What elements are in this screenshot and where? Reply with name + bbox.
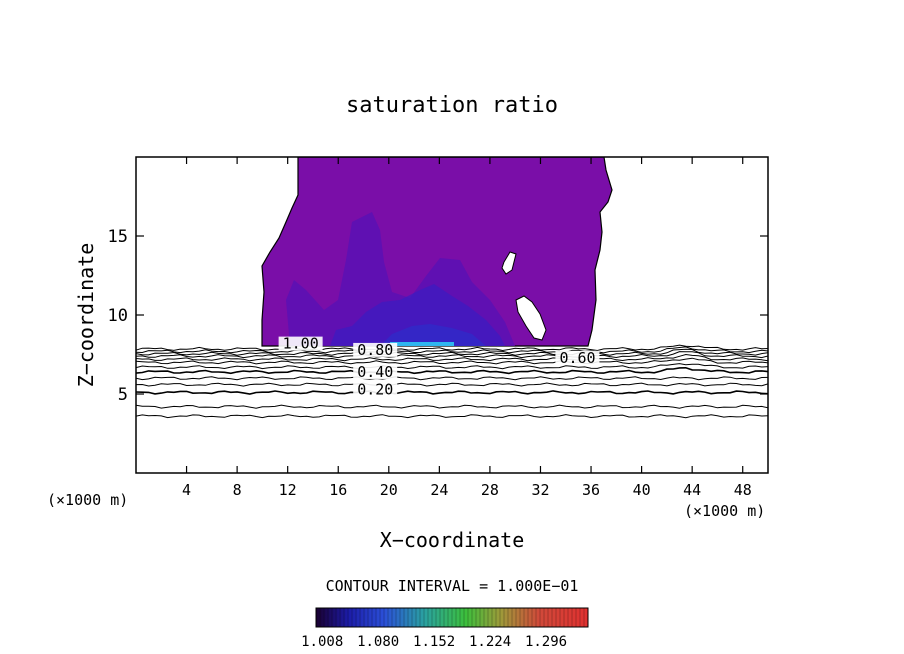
chart-title: saturation ratio <box>346 93 558 118</box>
x-tick-label: 16 <box>329 481 347 499</box>
contour-label-bg <box>353 342 398 357</box>
x-tick-label: 4 <box>182 481 191 499</box>
y-tick-label: 10 <box>108 306 128 326</box>
colorbar-label: 1.080 <box>357 634 399 650</box>
colorbar-label: 1.296 <box>525 634 567 650</box>
x-axis-label: X−coordinate <box>380 528 525 552</box>
contour-label-bg <box>353 365 398 380</box>
contour-label: 0.20 <box>357 380 393 398</box>
x-tick-label: 24 <box>430 481 448 499</box>
contour-line <box>136 363 768 370</box>
contour-line <box>136 376 768 381</box>
subsaturated-hole-upper <box>501 251 517 275</box>
x-axis-ticks: 4 8 12 16 20 24 28 32 36 40 44 48 <box>182 157 752 499</box>
contour-line <box>136 348 768 356</box>
contour-label: 0.60 <box>559 349 595 367</box>
colorbar-label: 1.152 <box>413 634 455 650</box>
contour-label-bg <box>353 382 398 397</box>
contour-labels: 1.00 0.80 0.60 0.400.20 <box>278 335 600 398</box>
contour-line <box>136 404 768 409</box>
subsaturated-hole-lower <box>515 295 547 341</box>
contour-line <box>136 357 768 365</box>
colorbar-label: 1.008 <box>301 634 343 650</box>
x-tick-label: 12 <box>279 481 297 499</box>
y-axis-ticks: 5 10 15 <box>108 227 768 405</box>
contour-label: 1.00 <box>283 335 319 353</box>
contour-line <box>136 390 768 395</box>
colorbar-bands <box>319 608 585 627</box>
x-tick-label: 8 <box>233 481 242 499</box>
contour-line <box>136 366 768 375</box>
contour-interval: CONTOUR INTERVAL = 1.000E−01 <box>326 577 579 595</box>
colorbar-label: 1.224 <box>469 634 511 650</box>
contour-lines <box>136 344 768 419</box>
x-tick-label: 40 <box>633 481 651 499</box>
x-unit-right: (×1000 m) <box>684 502 765 520</box>
y-tick-label: 5 <box>118 385 128 405</box>
contour-line <box>136 351 768 359</box>
x-unit-left: (×1000 m) <box>47 491 128 509</box>
x-tick-label: 36 <box>582 481 600 499</box>
contour-line <box>136 344 768 352</box>
colorbar-labels: 1.008 1.080 1.152 1.224 1.296 <box>301 634 567 650</box>
contour-label-bg <box>278 336 323 351</box>
supersaturated-deep-core <box>330 284 505 346</box>
maximum-streak <box>390 342 454 346</box>
y-tick-label: 15 <box>108 227 128 247</box>
contour-line <box>136 414 768 419</box>
x-tick-label: 44 <box>683 481 701 499</box>
contour-line <box>136 346 768 354</box>
plot-area <box>136 157 768 419</box>
x-tick-label: 20 <box>380 481 398 499</box>
x-tick-label: 28 <box>481 481 499 499</box>
supersaturated-inner-core <box>380 324 486 346</box>
contour-line <box>136 353 768 362</box>
contour-label: 0.40 <box>357 363 393 381</box>
x-tick-label: 32 <box>531 481 549 499</box>
contour-line <box>136 382 768 387</box>
contour-label: 0.80 <box>357 341 393 359</box>
contour-label-bg <box>555 350 600 365</box>
x-tick-label: 48 <box>734 481 752 499</box>
y-axis-label: Z−coordinate <box>74 243 98 388</box>
